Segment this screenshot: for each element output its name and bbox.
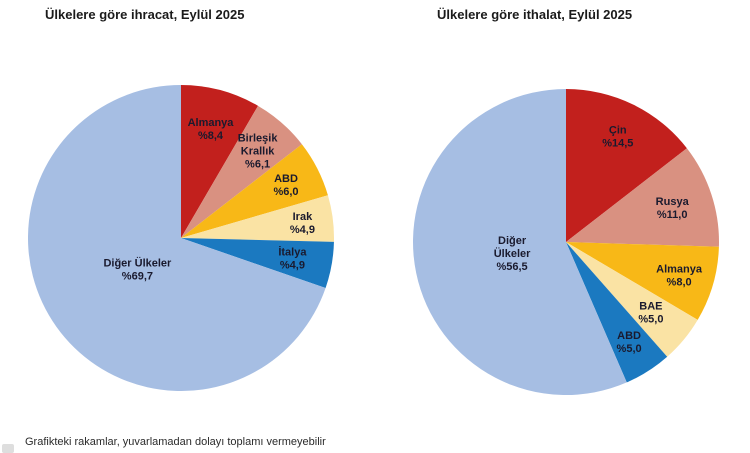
pie-slice-abd — [181, 144, 328, 238]
pie-label-abd: ABD %6,0 — [273, 173, 298, 198]
pie-label-rusya: Rusya %11,0 — [656, 196, 690, 221]
pie-label-cin: Çin %14,5 — [602, 125, 633, 150]
pie-label-abd: ABD %5,0 — [617, 330, 642, 355]
pie-slice-rusya — [566, 148, 719, 247]
pie-slice-birlesik-krallik — [181, 105, 302, 238]
imports-pie-chart: Çin %14,5 Rusya %11,0 Almanya %8,0 BAE %5,0 ABD%… — [413, 89, 719, 395]
pie-label-diger-ulkeler: Diğer Ülkeler %56,5 — [494, 235, 531, 273]
corner-artifact — [2, 444, 14, 453]
pie-label-almanya: Almanya %8,4 — [188, 117, 235, 142]
rounding-footnote: Grafikteki rakamlar, yuvarlamadan dolayı… — [25, 436, 326, 448]
pie-label-almanya: Almanya %8,0 — [656, 263, 703, 288]
pie-slice-almanya — [181, 85, 259, 238]
pie-label-irak: Irak %4,9 — [290, 211, 315, 236]
pie-label-bae: BAE %5,0 — [638, 301, 663, 326]
pie-slice-almanya — [566, 242, 719, 320]
pie-slice-italya — [181, 238, 334, 289]
pie-slice-irak — [181, 195, 334, 242]
pie-label-diger-ulkeler: Diğer Ülkeler %69,7 — [103, 257, 172, 283]
pie-slice-diger-ulkeler — [28, 85, 326, 391]
pie-slice-diger-ulkeler — [413, 89, 627, 395]
pie-slice-cin — [566, 89, 687, 242]
imports-chart-title: Ülkelere göre ithalat, Eylül 2025 — [437, 7, 633, 22]
exports-chart-title: Ülkelere göre ihracat, Eylül 2025 — [45, 7, 245, 22]
pie-label-italya: İtalya %4,9 — [278, 246, 307, 272]
pie-label-birlesik-krallik: Birleşik Krallık %6,1 — [238, 133, 279, 171]
pie-slice-abd — [566, 242, 668, 383]
pie-slice-bae — [566, 242, 698, 357]
